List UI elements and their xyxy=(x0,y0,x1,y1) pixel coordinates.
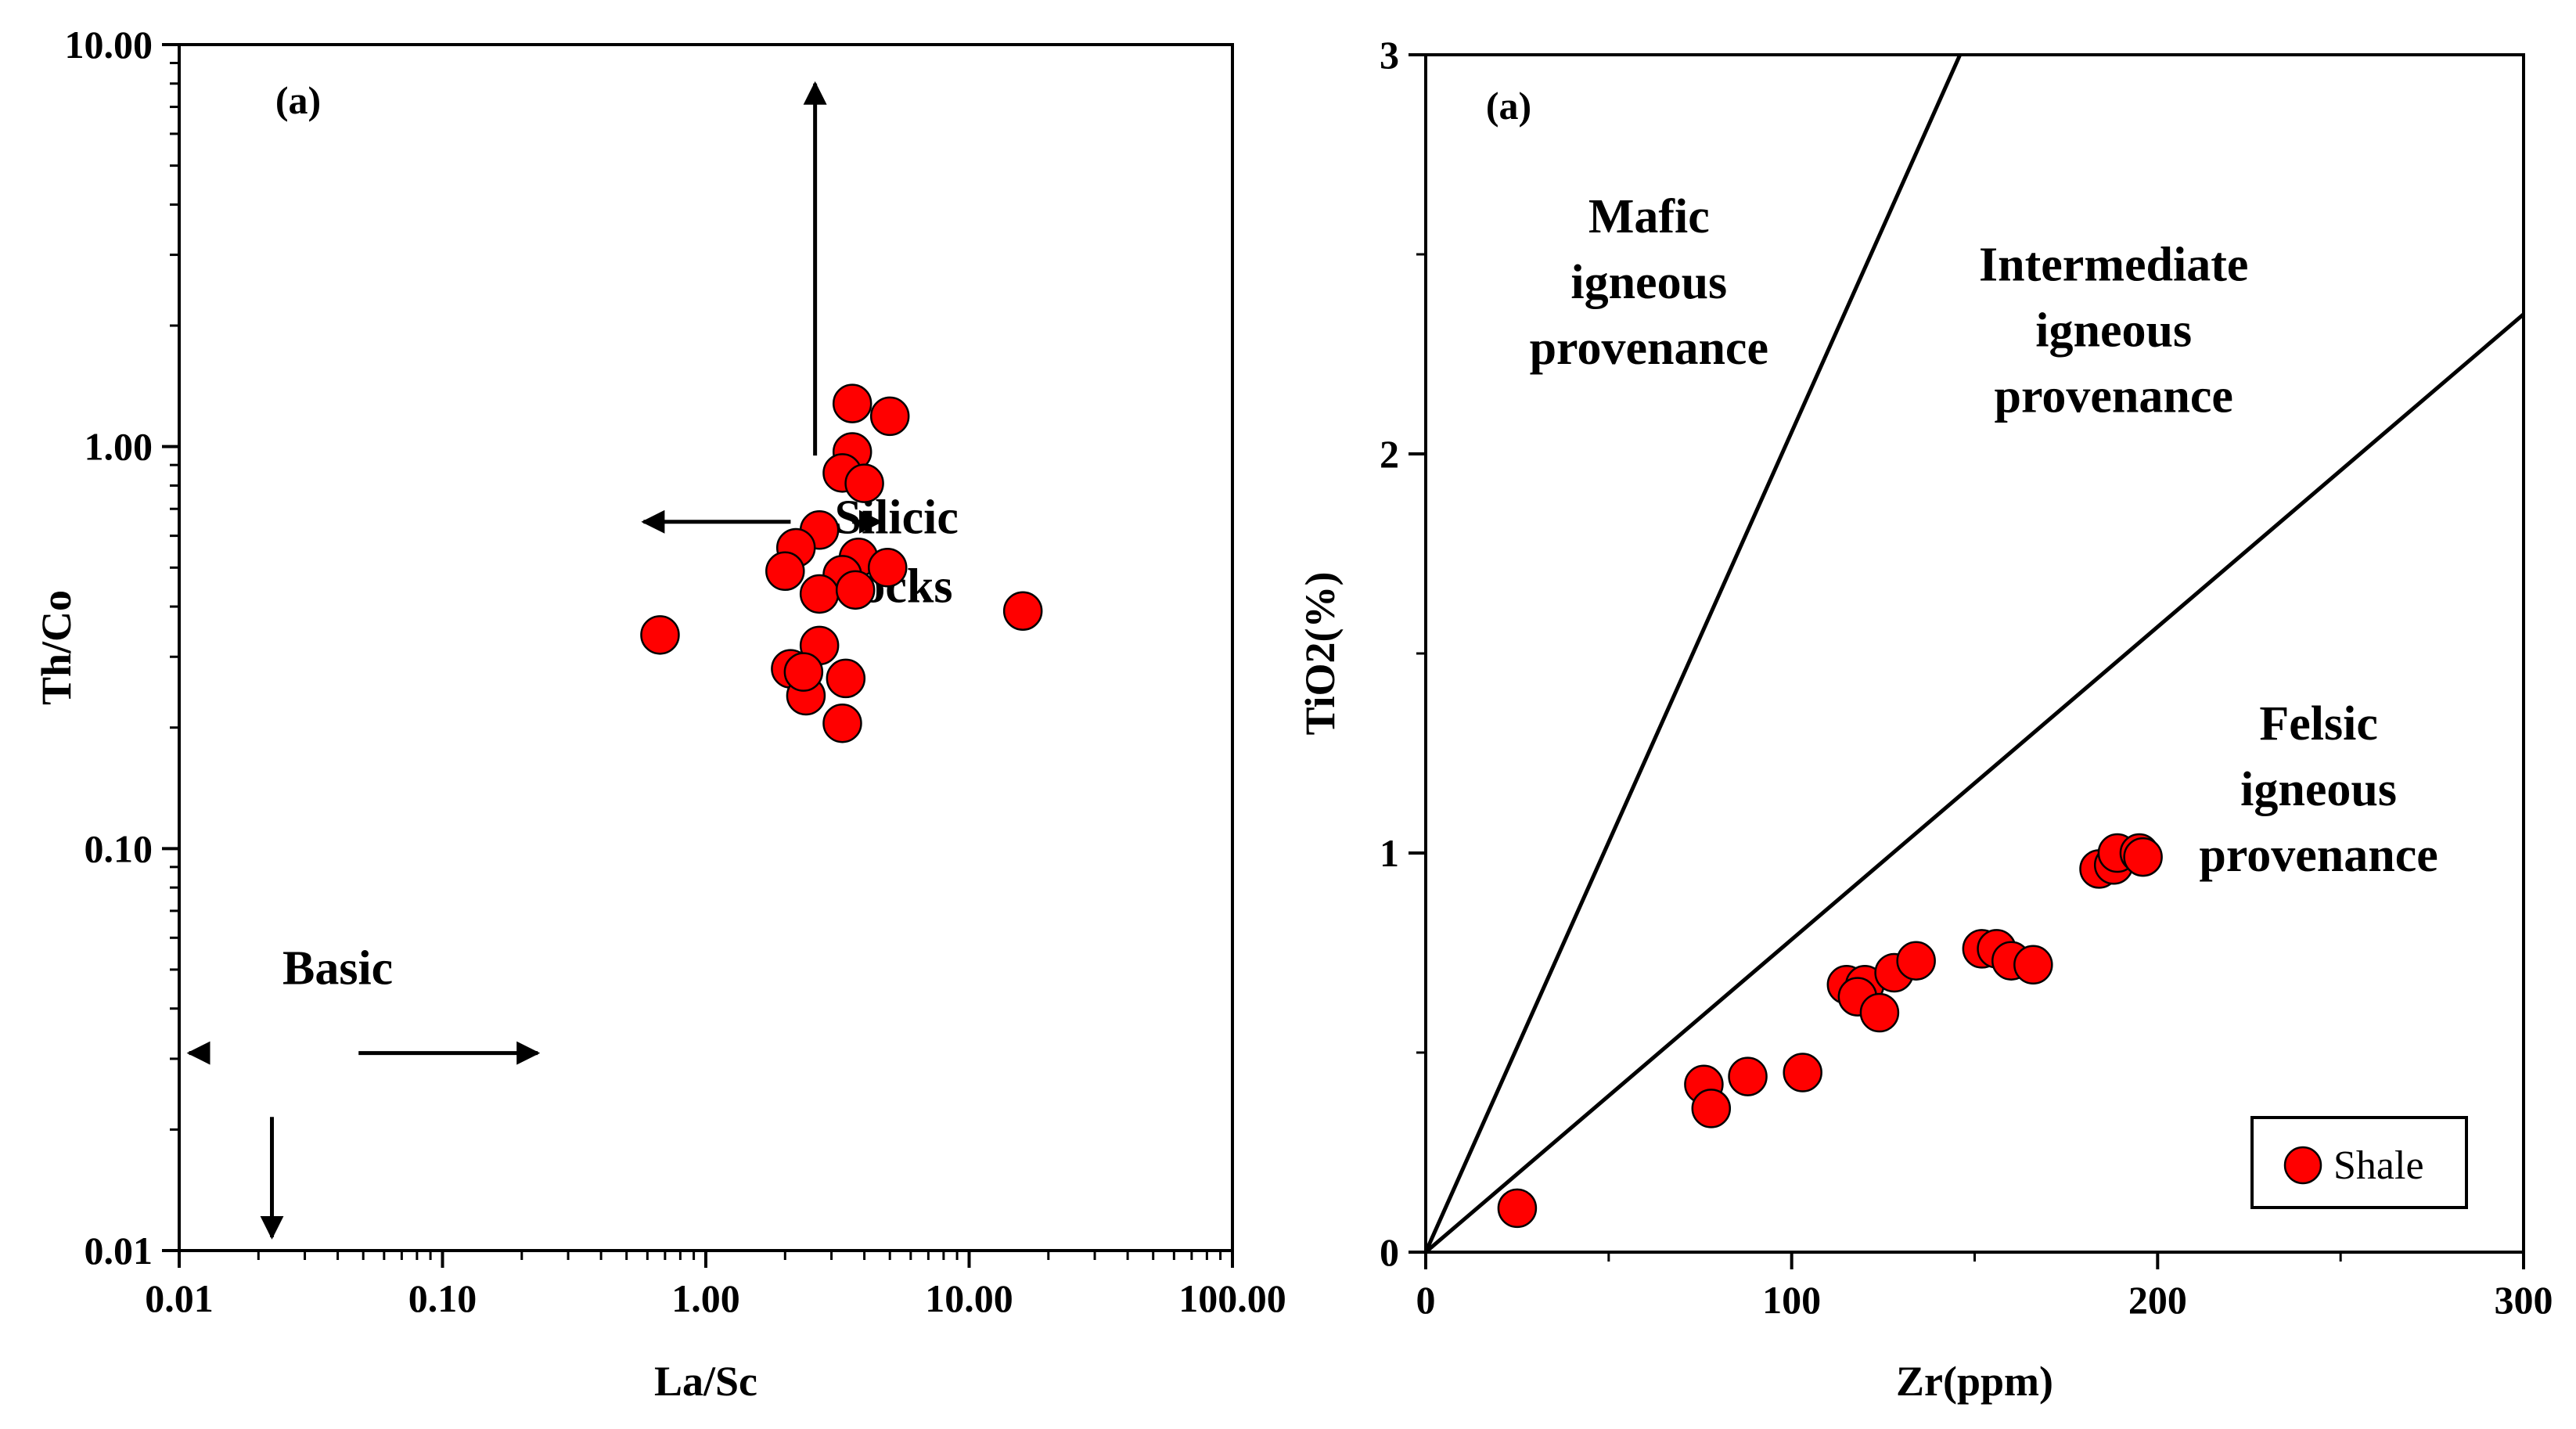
plot-frame xyxy=(178,43,1234,1252)
data-point xyxy=(783,652,824,692)
data-point xyxy=(1691,1089,1732,1128)
y-tick-label: 1.00 xyxy=(85,425,153,469)
region-label-intermediate: Intermediate xyxy=(1979,238,2248,291)
x-tick-label: 200 xyxy=(2128,1278,2187,1322)
region-label-mafic: igneous xyxy=(1570,256,1727,309)
region-label-mafic: provenance xyxy=(1530,322,1768,375)
panel-label: (a) xyxy=(1486,84,1531,128)
y-axis-label: TiO2(%) xyxy=(1297,571,1344,735)
x-tick-label: 0 xyxy=(1416,1278,1436,1322)
x-tick-label: 0.01 xyxy=(145,1276,214,1320)
region-label-basic: Basic xyxy=(282,942,393,995)
region-label-felsic: Felsic xyxy=(2259,697,2378,750)
legend-label: Shale xyxy=(2333,1143,2424,1188)
x-axis-label: Zr(ppm) xyxy=(1896,1358,2053,1405)
y-tick-label: 0.10 xyxy=(85,826,153,870)
data-point xyxy=(799,574,840,614)
boundary-line xyxy=(1423,53,1963,1254)
data-point xyxy=(2013,945,2053,985)
x-axis-label: La/Sc xyxy=(654,1358,757,1405)
y-tick-label: 2 xyxy=(1380,432,1399,476)
x-tick-label: 0.10 xyxy=(408,1276,477,1320)
data-point xyxy=(1728,1056,1768,1096)
x-tick-label: 100 xyxy=(1762,1278,1821,1322)
region-label-intermediate: igneous xyxy=(2035,304,2192,357)
y-axis-label: Th/Co xyxy=(33,590,80,705)
data-point xyxy=(1896,941,1936,981)
x-tick-label: 100.00 xyxy=(1178,1276,1286,1320)
x-tick-label: 10.00 xyxy=(925,1276,1013,1320)
region-label-felsic: provenance xyxy=(2199,829,2437,882)
legend-box xyxy=(2250,1116,2468,1209)
y-tick-label: 0 xyxy=(1380,1230,1399,1274)
region-label-mafic: Mafic xyxy=(1588,190,1710,243)
data-point xyxy=(868,548,908,588)
region-label-intermediate: provenance xyxy=(1995,369,2233,423)
y-tick-label: 3 xyxy=(1380,33,1399,77)
data-point xyxy=(1497,1188,1538,1229)
panel-label: (a) xyxy=(275,78,321,122)
data-point xyxy=(826,658,866,699)
data-point xyxy=(1859,992,1900,1033)
data-point xyxy=(835,570,876,610)
legend-marker xyxy=(2283,1146,2322,1185)
region-label-felsic: igneous xyxy=(2240,763,2397,816)
boundary-line xyxy=(1424,312,2525,1254)
y-tick-label: 0.01 xyxy=(85,1229,153,1272)
legend: Shale xyxy=(2250,1116,2468,1209)
data-point xyxy=(2123,837,2163,877)
data-point xyxy=(832,383,872,423)
x-tick-label: 1.00 xyxy=(671,1276,740,1320)
y-tick-label: 10.00 xyxy=(65,23,153,67)
data-point xyxy=(822,703,862,743)
data-point xyxy=(765,551,805,592)
panel-b: 0 100 200 300 0 1 2 3 Zr(ppm) TiO2(%) (a) Mafic igne… xyxy=(1297,33,2553,1405)
data-point xyxy=(1002,591,1043,631)
panel-a: 0.01 0.10 1.00 10.00 100.00 0.01 0.10 1.00 10.00… xyxy=(33,23,1286,1405)
y-tick-label: 1 xyxy=(1380,831,1399,875)
data-point xyxy=(869,396,910,437)
x-tick-label: 300 xyxy=(2495,1278,2553,1322)
data-point xyxy=(1783,1053,1822,1092)
data-point xyxy=(844,463,884,503)
data-point xyxy=(640,615,680,655)
